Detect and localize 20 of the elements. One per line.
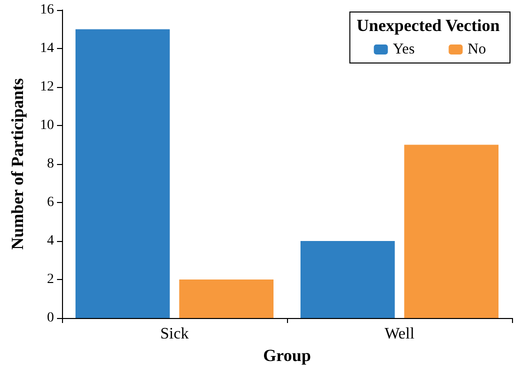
y-tick-label: 2 (47, 272, 54, 287)
legend-label: No (468, 42, 486, 58)
bar (404, 144, 498, 318)
y-tick-label: 10 (40, 118, 54, 133)
y-tick-label: 0 (47, 310, 54, 326)
x-tick-label: Sick (160, 326, 189, 342)
x-axis-title: Group (263, 346, 311, 365)
y-tick-label: 4 (47, 234, 54, 248)
y-axis-title: Number of Participants (8, 78, 27, 250)
y-tick-label: 12 (40, 80, 54, 94)
y-tick-label: 16 (40, 2, 54, 18)
legend-title: Unexpected Vection (356, 16, 500, 35)
bar (300, 241, 395, 318)
x-tick-label: Well (384, 326, 415, 342)
y-tick-label: 6 (47, 195, 54, 210)
bar (179, 280, 274, 318)
bar (76, 29, 170, 318)
y-tick-label: 14 (40, 41, 54, 56)
legend-label: Yes (392, 42, 415, 58)
y-tick-label: 8 (47, 156, 54, 172)
